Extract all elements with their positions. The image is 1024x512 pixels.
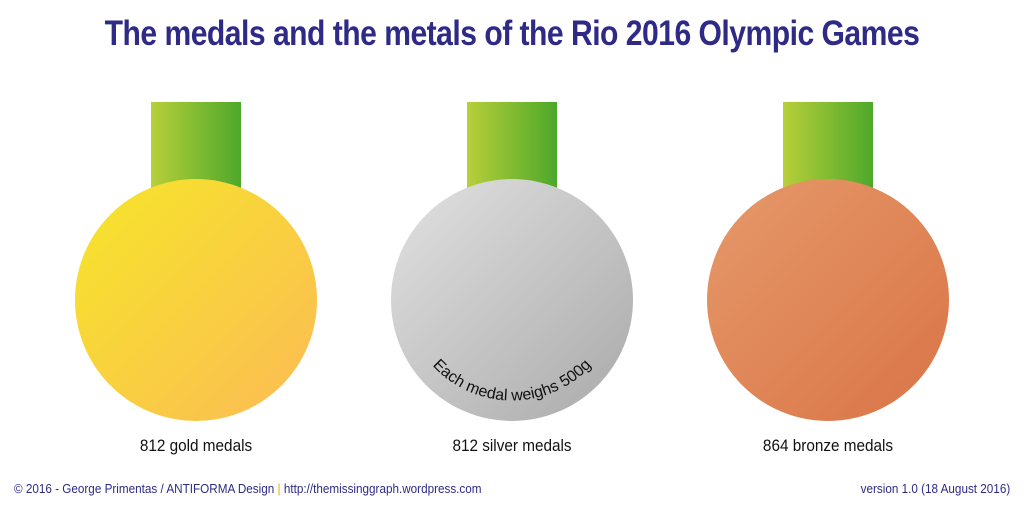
footer-separator: | — [277, 481, 281, 496]
footer-version: version 1.0 (18 August 2016) — [860, 481, 1010, 496]
gold-medal — [74, 102, 318, 422]
bronze-medal — [706, 102, 950, 422]
gold-caption: 812 gold medals — [139, 436, 253, 455]
silver-medal-disc: Each medal weighs 500g — [390, 178, 634, 422]
bronze-caption: 864 bronze medals — [762, 436, 894, 455]
silver-medal: Each medal weighs 500g — [390, 102, 634, 422]
gold-medal-disc — [74, 178, 318, 422]
bronze-medal-disc — [706, 178, 950, 422]
footer-url-link[interactable]: http://themissinggraph.wordpress.com — [283, 481, 482, 496]
footer-credit-line: © 2016 - George Primentas / ANTIFORMA De… — [14, 481, 482, 496]
silver-caption: 812 silver medals — [452, 436, 572, 455]
page-title: The medals and the metals of the Rio 201… — [104, 14, 920, 53]
footer-credit: © 2016 - George Primentas / ANTIFORMA De… — [14, 481, 275, 496]
